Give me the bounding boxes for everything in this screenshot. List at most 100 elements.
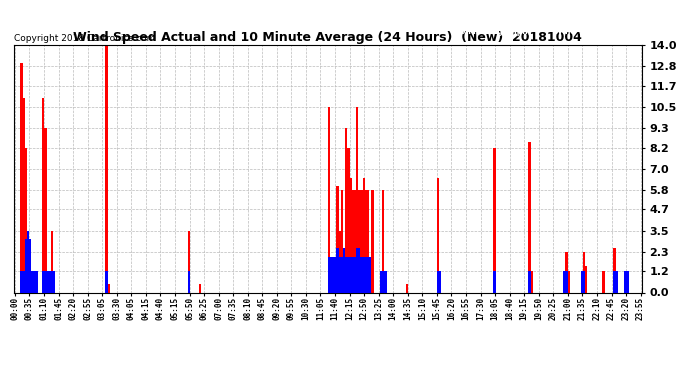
Bar [367,190,369,292]
Bar [615,271,618,292]
Bar [565,271,568,292]
Bar [188,231,190,292]
Bar [406,284,408,292]
Bar [380,271,382,292]
Bar [31,271,33,292]
Bar [358,190,360,292]
Bar [529,271,531,292]
Bar [581,271,583,292]
Bar [585,266,587,292]
Bar [382,271,384,292]
Bar [627,271,629,292]
Bar [106,45,108,292]
Bar [29,271,31,292]
Bar [356,248,358,292]
Bar [42,98,44,292]
Bar [31,271,33,292]
Bar [352,257,354,292]
Bar [363,257,365,292]
Bar [27,231,29,292]
Bar [568,271,570,292]
Bar [23,98,25,292]
Text: Wind (mph): Wind (mph) [553,27,604,36]
Bar [602,271,604,292]
Bar [624,271,627,292]
Bar [563,271,565,292]
Bar [51,231,53,292]
Bar [44,128,46,292]
Bar [531,271,533,292]
Bar [358,248,360,292]
Bar [25,240,27,292]
Bar [328,257,330,292]
Title: Wind Speed Actual and 10 Minute Average (24 Hours)  (New)  20181004: Wind Speed Actual and 10 Minute Average … [73,31,582,44]
Bar [624,271,627,292]
Bar [337,186,339,292]
Bar [339,257,341,292]
Bar [384,271,386,292]
Bar [347,257,350,292]
Bar [369,271,371,292]
Bar [106,271,108,292]
Bar [380,271,382,292]
Bar [347,147,350,292]
Bar [363,178,365,292]
Bar [563,271,565,292]
Bar [29,240,31,292]
Bar [330,257,332,292]
Bar [334,257,337,292]
Bar [439,271,441,292]
Bar [627,271,629,292]
Bar [439,271,441,292]
Bar [615,271,618,292]
Bar [493,147,495,292]
Bar [108,284,110,292]
Bar [23,271,25,292]
Bar [199,284,201,292]
Bar [354,190,356,292]
Bar [188,271,190,292]
Bar [53,271,55,292]
Bar [365,190,367,292]
Bar [367,257,369,292]
Bar [371,190,373,292]
Bar [53,271,55,292]
Bar [25,147,27,292]
Bar [493,271,495,292]
Bar [354,257,356,292]
Bar [437,271,439,292]
Bar [339,231,341,292]
Bar [341,190,343,292]
Bar [42,271,44,292]
Bar [20,271,23,292]
Bar [360,190,363,292]
Bar [613,248,615,292]
Bar [360,257,363,292]
Bar [337,248,339,292]
Bar [341,257,343,292]
Bar [356,107,358,292]
Bar [437,178,439,292]
Bar [36,271,38,292]
Bar [382,190,384,292]
Bar [369,257,371,292]
Bar [44,271,46,292]
Bar [33,271,36,292]
Text: 10 Min Avg (mph): 10 Min Avg (mph) [455,27,531,36]
Bar [350,178,352,292]
Bar [613,271,615,292]
Bar [352,190,354,292]
Text: Copyright 2018 Cartronics.com: Copyright 2018 Cartronics.com [14,33,155,42]
Bar [343,248,345,292]
Bar [49,271,51,292]
Bar [565,252,568,292]
Bar [365,257,367,292]
Bar [27,231,29,292]
Bar [345,128,347,292]
Bar [328,107,330,292]
Bar [583,271,585,292]
Bar [350,257,352,292]
Bar [20,63,23,292]
Bar [33,284,36,292]
Bar [583,252,585,292]
